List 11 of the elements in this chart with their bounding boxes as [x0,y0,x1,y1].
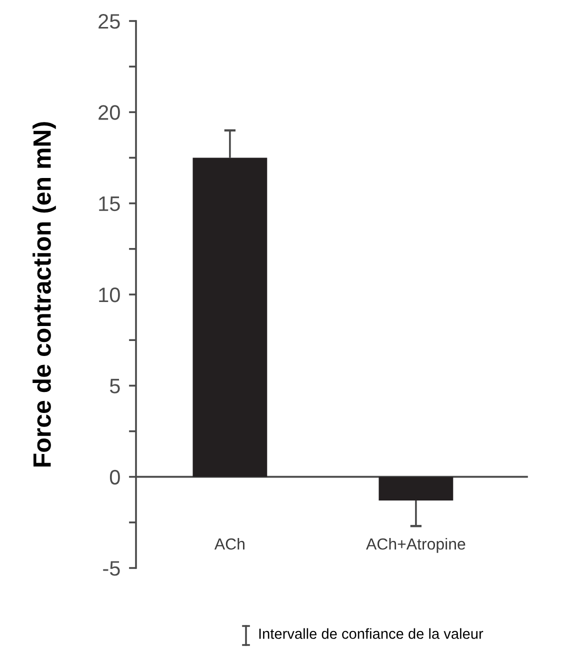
y-axis-title: Force de contraction (en mN) [32,122,56,466]
y-tick-label: 15 [99,196,120,212]
y-tick-label: 5 [110,378,120,394]
y-tick-label: -5 [103,561,120,576]
text: Intervalle de confiance de la valeur [259,628,484,639]
y-tick-label: 25 [98,14,120,29]
x-tick-label: ACh [214,538,244,550]
y-tick-label: 0 [110,470,120,485]
x-tick-label: ACh+Atropine [366,538,466,553]
y-tick-label: 20 [98,105,120,120]
y-tick-label: 10 [99,288,120,302]
